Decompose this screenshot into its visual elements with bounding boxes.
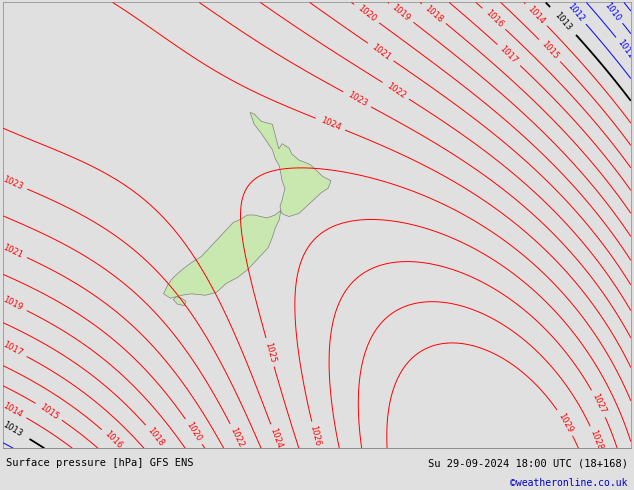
- Polygon shape: [164, 211, 281, 298]
- Text: 1020: 1020: [356, 3, 378, 24]
- Text: 1012: 1012: [566, 1, 586, 24]
- Text: 1021: 1021: [1, 243, 24, 260]
- Text: 1013: 1013: [1, 420, 24, 439]
- Text: 1029: 1029: [556, 411, 574, 434]
- Text: 1018: 1018: [146, 426, 165, 448]
- Text: 1016: 1016: [483, 8, 505, 29]
- Text: 1014: 1014: [1, 401, 24, 419]
- Text: 1022: 1022: [385, 81, 407, 100]
- Text: 1017: 1017: [498, 44, 519, 66]
- Text: 1026: 1026: [309, 425, 322, 447]
- Text: 1023: 1023: [346, 90, 368, 109]
- Polygon shape: [250, 112, 331, 217]
- Text: Surface pressure [hPa] GFS ENS: Surface pressure [hPa] GFS ENS: [6, 458, 194, 468]
- Text: 1019: 1019: [390, 2, 412, 23]
- Text: Su 29-09-2024 18:00 UTC (18+168): Su 29-09-2024 18:00 UTC (18+168): [428, 458, 628, 468]
- Text: 1021: 1021: [370, 42, 392, 62]
- Text: 1024: 1024: [268, 427, 284, 450]
- Text: 1017: 1017: [1, 341, 24, 358]
- Text: 1015: 1015: [37, 402, 60, 421]
- Text: 1022: 1022: [228, 426, 245, 448]
- Text: 1015: 1015: [540, 40, 560, 61]
- Text: ©weatheronline.co.uk: ©weatheronline.co.uk: [510, 478, 628, 488]
- Text: 1013: 1013: [553, 10, 574, 32]
- Text: 1019: 1019: [1, 295, 24, 313]
- Text: 1025: 1025: [263, 341, 277, 364]
- Text: 1027: 1027: [590, 392, 607, 415]
- Text: 1016: 1016: [103, 429, 124, 451]
- Text: 1018: 1018: [423, 3, 444, 24]
- Text: 1020: 1020: [184, 420, 204, 443]
- Polygon shape: [173, 297, 186, 306]
- Text: 1014: 1014: [526, 4, 547, 25]
- Text: 1023: 1023: [1, 174, 24, 191]
- Text: 1010: 1010: [603, 0, 623, 23]
- Text: 1011: 1011: [616, 38, 634, 61]
- Text: 1028: 1028: [588, 429, 604, 451]
- Text: 1024: 1024: [319, 116, 342, 132]
